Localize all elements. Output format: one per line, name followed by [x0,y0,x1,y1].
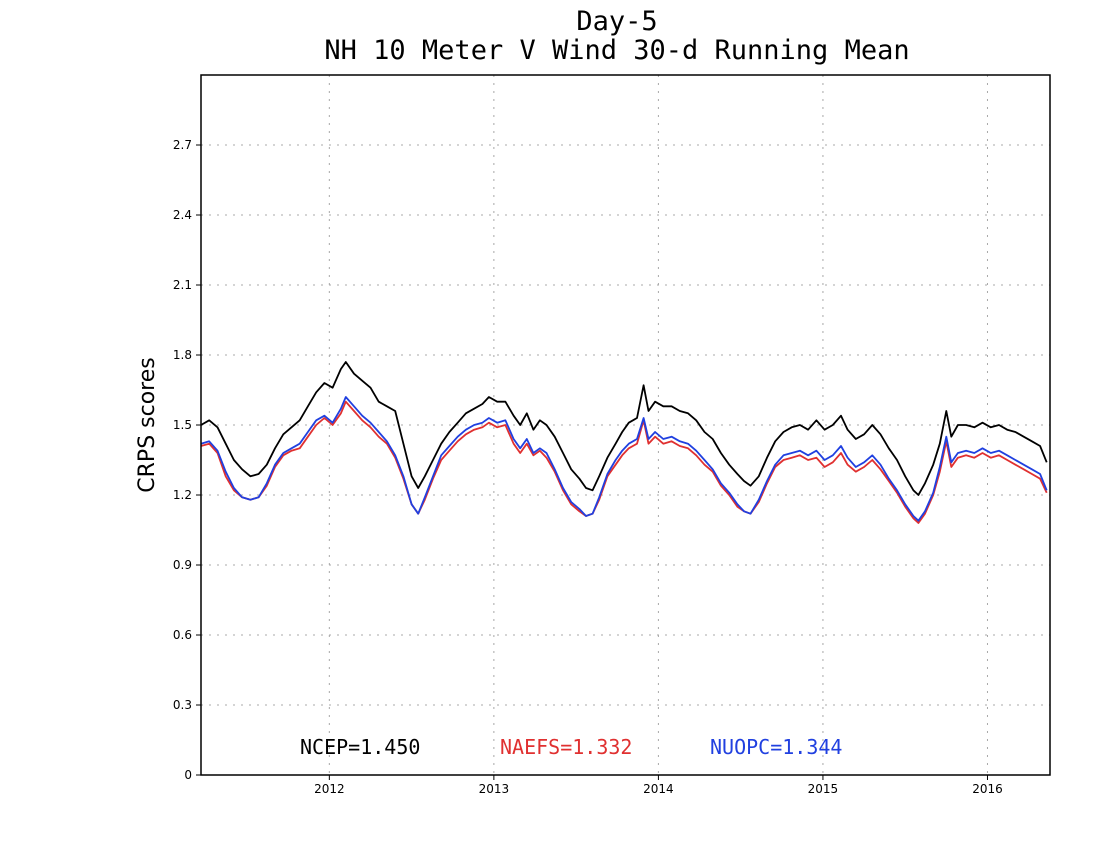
x-tick-label: 2013 [479,782,510,796]
grid [201,75,1050,775]
chart-subtitle: NH 10 Meter V Wind 30-d Running Mean [324,35,909,66]
legend: NCEP=1.450 NAEFS=1.332 NUOPC=1.344 [300,735,842,759]
x-tick-label: 2014 [643,782,674,796]
y-tick-label: 1.2 [173,488,192,502]
chart-title: Day-5 [576,6,657,37]
series-line-nuopc [200,396,1048,522]
y-tick-label: 2.4 [173,208,192,222]
y-tick-label: 0.3 [173,698,192,712]
y-tick-label: 1.5 [173,418,192,432]
x-tick-label: 2015 [808,782,839,796]
axes: 0 0.3 0.6 0.9 1.2 1.5 1.8 2.1 2.4 2.7 2012 2013 2014… [173,138,1003,796]
y-tick-label: 2.7 [173,138,192,152]
legend-entry-ncep: NCEP=1.450 [300,735,420,759]
series-line-naefs [200,400,1048,524]
y-axis-label: CRPS scores [135,357,160,492]
legend-entry-naefs: NAEFS=1.332 [500,735,632,759]
y-tick-label: 2.1 [173,278,192,292]
legend-entry-nuopc: NUOPC=1.344 [710,735,842,759]
y-tick-label: 1.8 [173,348,192,362]
series-line-ncep [200,361,1048,496]
y-tick-label: 0.9 [173,558,192,572]
series-lines [200,361,1048,524]
y-tick-label: 0.6 [173,628,192,642]
x-tick-label: 2012 [314,782,345,796]
y-tick-label: 0 [184,768,192,782]
x-tick-label: 2016 [972,782,1003,796]
